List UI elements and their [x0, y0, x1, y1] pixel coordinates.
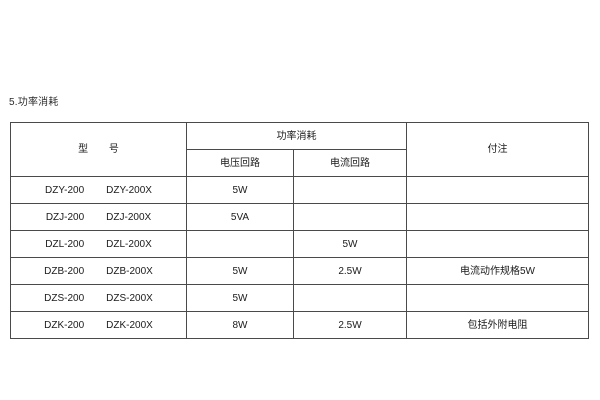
- cell-note: 电流动作规格5W: [406, 257, 589, 285]
- cell-model: DZY-200 DZY-200X: [10, 176, 187, 204]
- cell-model: DZB-200 DZB-200X: [10, 257, 187, 285]
- cell-model: DZS-200 DZS-200X: [10, 284, 187, 312]
- column-header-model: 型 号: [10, 122, 187, 177]
- model-code-primary: DZL-200: [45, 238, 85, 250]
- cell-voltage-circuit: 5W: [186, 176, 294, 204]
- cell-voltage-circuit: 5W: [186, 257, 294, 285]
- cell-model: DZK-200 DZK-200X: [10, 311, 187, 339]
- model-code-primary: DZS-200: [44, 292, 85, 304]
- column-header-current-circuit: 电流回路: [293, 149, 407, 177]
- cell-voltage-circuit: 8W: [186, 311, 294, 339]
- power-consumption-table: 型 号 功率消耗 付注 电压回路 电流回路 DZY-200 DZY-200X: [10, 122, 589, 339]
- table-row: DZB-200 DZB-200X 5W 2.5W 电流动作规格5W: [10, 257, 589, 285]
- cell-note: [406, 284, 589, 312]
- column-header-power-consumption: 功率消耗: [186, 122, 407, 150]
- cell-model: DZJ-200 DZJ-200X: [10, 203, 187, 231]
- cell-note: [406, 203, 589, 231]
- cell-current-circuit: 2.5W: [293, 311, 407, 339]
- cell-note: [406, 230, 589, 258]
- cell-voltage-circuit: 5W: [186, 284, 294, 312]
- table-row: DZK-200 DZK-200X 8W 2.5W 包括外附电阻: [10, 311, 589, 339]
- table-row: DZL-200 DZL-200X 5W: [10, 230, 589, 258]
- model-code-primary: DZJ-200: [45, 211, 85, 223]
- cell-current-circuit: 2.5W: [293, 257, 407, 285]
- table-header-row-1: 型 号 功率消耗 付注: [10, 122, 589, 177]
- table-body: 型 号 功率消耗 付注 电压回路 电流回路 DZY-200 DZY-200X: [10, 122, 589, 339]
- cell-note: [406, 176, 589, 204]
- cell-current-circuit: [293, 176, 407, 204]
- model-code-secondary: DZL-200X: [106, 238, 152, 250]
- column-header-model-label: 型 号: [78, 144, 128, 155]
- cell-voltage-circuit: [186, 230, 294, 258]
- table-row: DZJ-200 DZJ-200X 5VA: [10, 203, 589, 231]
- cell-current-circuit: [293, 203, 407, 231]
- model-code-primary: DZK-200: [44, 319, 85, 331]
- model-code-secondary: DZS-200X: [106, 292, 153, 304]
- model-code-primary: DZB-200: [44, 265, 85, 277]
- model-code-secondary: DZB-200X: [106, 265, 153, 277]
- table-row: DZY-200 DZY-200X 5W: [10, 176, 589, 204]
- cell-note: 包括外附电阻: [406, 311, 589, 339]
- model-code-secondary: DZY-200X: [106, 184, 152, 196]
- page-title: 5.功率消耗: [9, 97, 59, 108]
- cell-model: DZL-200 DZL-200X: [10, 230, 187, 258]
- model-code-secondary: DZJ-200X: [106, 211, 152, 223]
- column-header-voltage-circuit: 电压回路: [186, 149, 294, 177]
- cell-current-circuit: 5W: [293, 230, 407, 258]
- model-code-secondary: DZK-200X: [106, 319, 153, 331]
- power-consumption-table-container: 型 号 功率消耗 付注 电压回路 电流回路 DZY-200 DZY-200X: [10, 122, 589, 339]
- model-code-primary: DZY-200: [45, 184, 85, 196]
- cell-current-circuit: [293, 284, 407, 312]
- cell-voltage-circuit: 5VA: [186, 203, 294, 231]
- column-header-note: 付注: [406, 122, 589, 177]
- table-row: DZS-200 DZS-200X 5W: [10, 284, 589, 312]
